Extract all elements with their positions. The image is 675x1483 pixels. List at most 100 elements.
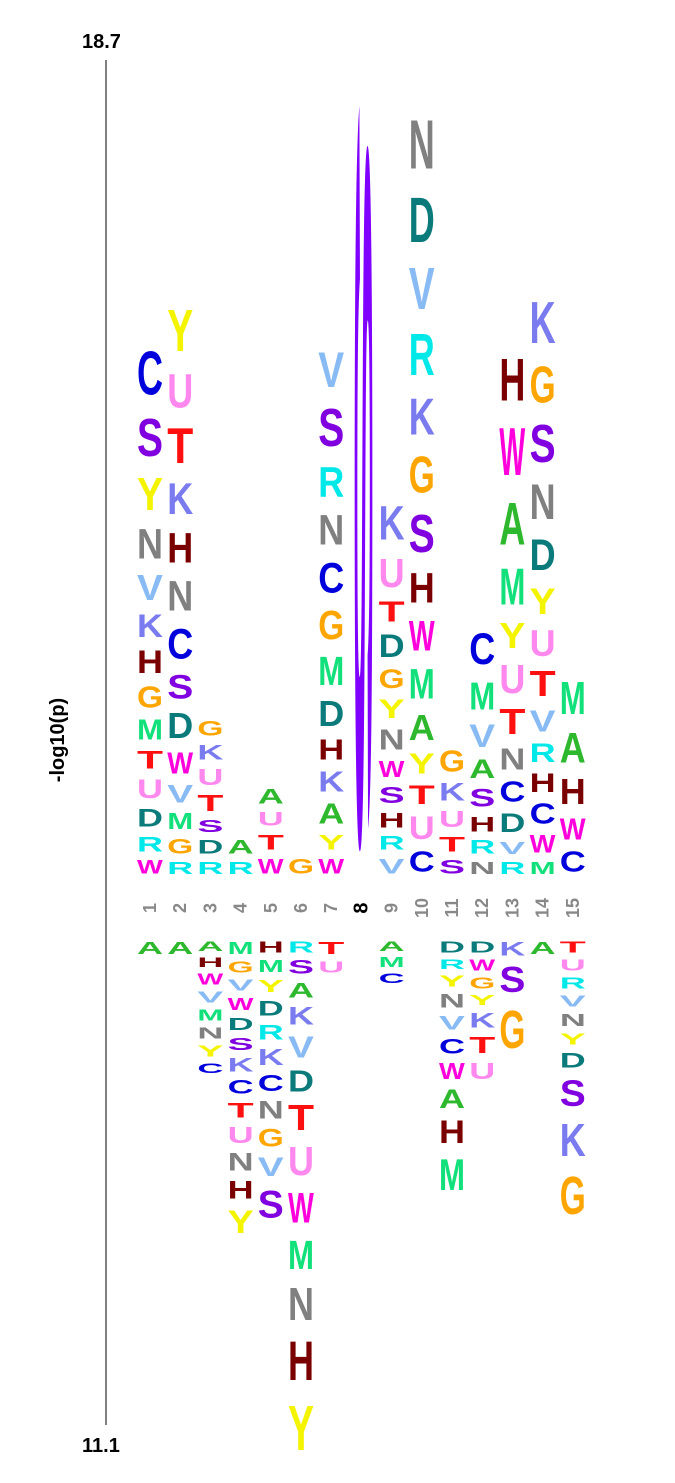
glyph-pos6-down-S: S: [288, 956, 314, 978]
glyph-pos10-up-G: G: [409, 447, 435, 504]
glyph-pos4-down-K: K: [228, 1055, 254, 1077]
glyph-pos12-down-U: U: [469, 1059, 495, 1084]
glyph-pos10-up-M: M: [409, 660, 435, 708]
glyph-pos15-down-R: R: [560, 974, 586, 992]
glyph-pos1-up-K: K: [137, 609, 163, 645]
glyph-pos9-down-M: M: [379, 954, 405, 970]
glyph-pos14-up-R: R: [530, 738, 556, 768]
glyph-pos2-up-C: C: [167, 621, 193, 669]
glyph-pos5-down-H: H: [258, 938, 284, 956]
glyph-pos9-down-A: A: [379, 938, 405, 954]
glyph-pos6-down-K: K: [288, 1002, 315, 1030]
glyph-pos15-down-V: V: [560, 992, 586, 1010]
glyph-pos3-down-Y: Y: [197, 1042, 223, 1060]
glyph-pos14-up-D: D: [530, 529, 556, 580]
glyph-pos12-up-S: S: [469, 784, 495, 812]
glyph-pos1-up-U: U: [137, 774, 163, 804]
glyph-pos1-up-C: C: [137, 338, 163, 408]
glyph-pos13-up-H: H: [499, 346, 525, 414]
glyph-pos13-up-D: D: [499, 808, 525, 838]
glyph-pos7-down-U: U: [318, 958, 344, 976]
glyph-pos3-up-U: U: [197, 765, 223, 790]
glyph-pos5-down-D: D: [258, 996, 284, 1020]
logo-glyphs: WRDUTMGHKVNYSCARGMVWDSCNHKTUYARDSTUKGAHW…: [137, 70, 586, 1464]
glyph-pos7-up-N: N: [318, 507, 344, 555]
glyph-pos13-up-A: A: [499, 490, 525, 558]
glyph-pos15-down-U: U: [560, 956, 586, 974]
glyph-pos1-up-T: T: [137, 746, 163, 774]
glyph-pos7-up-S: S: [318, 398, 344, 457]
glyph-pos6-down-A: A: [288, 978, 314, 1002]
glyph-pos2-down-A: A: [167, 938, 193, 958]
glyph-pos11-down-V: V: [439, 1012, 465, 1034]
glyph-pos7-up-H: H: [318, 734, 344, 766]
glyph-pos10-up-K: K: [409, 389, 435, 446]
glyph-pos1-up-M: M: [137, 715, 163, 747]
glyph-pos11-down-C: C: [439, 1034, 465, 1058]
glyph-pos3-up-G: G: [197, 716, 223, 740]
position-label-7: 7: [321, 903, 341, 913]
glyph-pos3-up-R: R: [197, 858, 223, 878]
glyph-pos2-up-U: U: [167, 364, 193, 418]
glyph-pos11-down-M: M: [439, 1151, 465, 1201]
glyph-pos2-up-G: G: [167, 834, 193, 858]
glyph-pos11-down-R: R: [439, 956, 465, 972]
glyph-pos12-down-W: W: [469, 956, 496, 974]
glyph-pos12-up-V: V: [469, 718, 495, 754]
glyph-pos9-up-D: D: [379, 629, 405, 665]
glyph-pos13-up-C: C: [499, 776, 525, 808]
glyph-pos7-up-M: M: [318, 648, 344, 694]
y-tick-top: 18.7: [82, 31, 121, 53]
glyph-pos4-down-Y: Y: [228, 1204, 254, 1240]
glyph-pos10-up-D: D: [409, 185, 435, 257]
position-label-12: 12: [472, 898, 492, 918]
glyph-pos10-up-U: U: [409, 811, 435, 847]
glyph-pos3-down-M: M: [197, 1007, 223, 1024]
glyph-pos5-up-T: T: [258, 831, 285, 855]
glyph-pos10-up-W: W: [409, 611, 435, 660]
glyph-pos4-down-M: M: [228, 939, 254, 959]
position-label-5: 5: [261, 903, 281, 913]
glyph-pos12-down-K: K: [469, 1008, 496, 1032]
glyph-pos9-up-H: H: [379, 808, 405, 832]
glyph-pos2-up-W: W: [167, 747, 194, 781]
glyph-pos4-down-U: U: [228, 1123, 254, 1148]
glyph-pos2-up-K: K: [167, 473, 193, 524]
glyph-pos1-up-Y: Y: [137, 469, 163, 521]
glyph-pos9-up-G: G: [379, 665, 405, 694]
glyph-pos4-down-S: S: [228, 1035, 254, 1054]
glyph-pos4-up-R: R: [228, 858, 254, 878]
glyph-pos12-down-T: T: [469, 1033, 495, 1059]
glyph-pos14-up-H: H: [530, 768, 556, 798]
glyph-pos2-up-R: R: [167, 858, 193, 878]
glyph-pos12-down-Y: Y: [469, 992, 496, 1008]
position-label-14: 14: [533, 898, 553, 918]
glyph-pos1-up-R: R: [137, 832, 163, 856]
glyph-pos3-down-W: W: [197, 970, 224, 988]
glyph-pos4-down-N: N: [228, 1148, 254, 1176]
glyph-pos15-down-K: K: [560, 1113, 586, 1166]
glyph-pos12-up-C: C: [469, 623, 495, 674]
glyph-pos4-down-D: D: [228, 1014, 254, 1034]
glyph-pos15-up-C: C: [560, 846, 586, 878]
glyph-pos3-up-T: T: [197, 791, 223, 817]
glyph-pos10-up-Y: Y: [409, 749, 435, 781]
glyph-pos2-up-M: M: [167, 808, 193, 834]
glyph-pos4-up-A: A: [228, 837, 254, 859]
position-label-2: 2: [170, 903, 190, 913]
glyph-pos5-down-R: R: [258, 1020, 284, 1044]
glyph-pos15-up-W: W: [560, 813, 587, 847]
glyph-pos15-down-T: T: [560, 938, 586, 956]
glyph-pos11-down-N: N: [439, 991, 465, 1013]
glyph-pos14-up-G: G: [530, 357, 556, 414]
glyph-pos15-down-N: N: [560, 1010, 586, 1030]
glyph-pos11-up-G: G: [439, 744, 465, 778]
glyph-pos15-down-S: S: [560, 1072, 586, 1114]
glyph-pos5-down-Y: Y: [258, 977, 284, 996]
glyph-pos10-up-C: C: [409, 846, 435, 878]
glyph-pos5-down-C: C: [258, 1071, 284, 1096]
glyph-pos14-up-M: M: [530, 859, 556, 879]
glyph-pos3-down-N: N: [197, 1024, 223, 1042]
glyph-pos1-up-D: D: [137, 804, 163, 832]
glyph-pos6-down-M: M: [288, 1232, 314, 1278]
